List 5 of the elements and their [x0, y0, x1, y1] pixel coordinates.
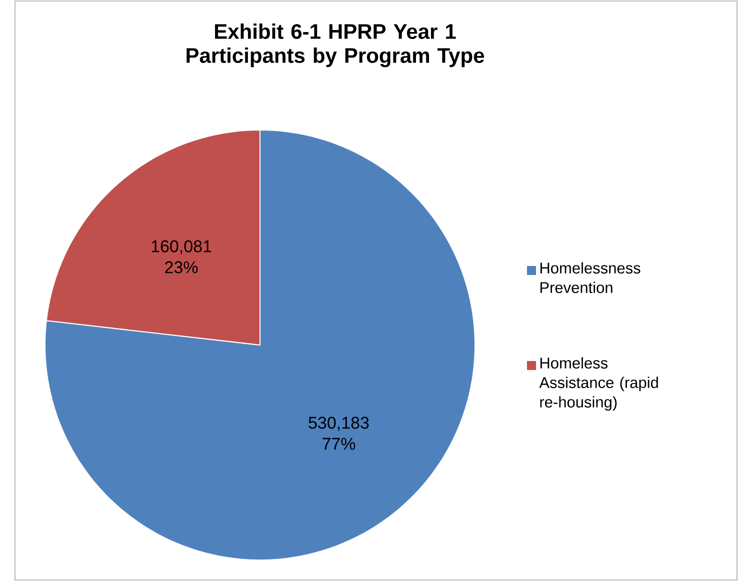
- data-label: 530,183 77%: [308, 416, 369, 450]
- data-label: 160,081 23%: [152, 240, 212, 274]
- legend-label: Homelessness Prevention: [540, 262, 640, 294]
- legend-label: Homeless Assistance (rapid re-housing): [539, 357, 658, 411]
- chart-title: Exhibit 6-1 HPRP Year 1 Participants by Program Type: [186, 24, 484, 68]
